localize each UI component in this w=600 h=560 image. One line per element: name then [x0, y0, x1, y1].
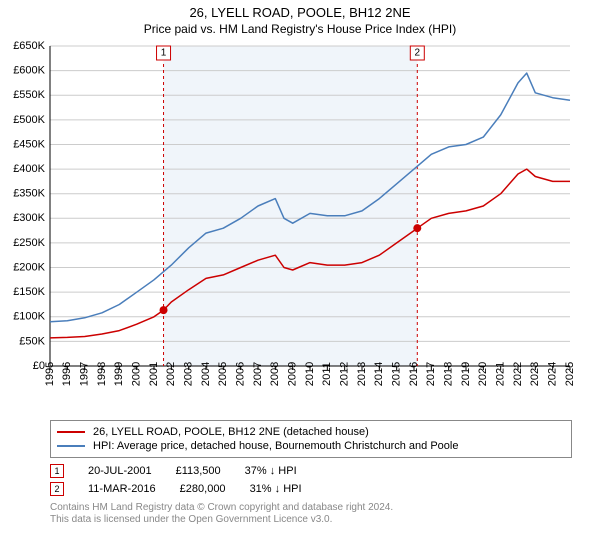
legend-row: 26, LYELL ROAD, POOLE, BH12 2NE (detache… [57, 425, 565, 439]
sales-table: 1 20-JUL-2001 £113,500 37% ↓ HPI 2 11-MA… [50, 462, 572, 498]
svg-text:£100K: £100K [13, 311, 45, 323]
svg-text:2001: 2001 [148, 362, 160, 386]
svg-text:2024: 2024 [547, 362, 559, 386]
svg-text:2003: 2003 [183, 362, 195, 386]
svg-text:£650K: £650K [13, 40, 45, 52]
chart-title: 26, LYELL ROAD, POOLE, BH12 2NE [0, 0, 600, 20]
svg-text:2018: 2018 [443, 362, 455, 386]
svg-text:£50K: £50K [19, 335, 45, 347]
price-chart: £0£50K£100K£150K£200K£250K£300K£350K£400… [0, 36, 580, 416]
svg-text:2014: 2014 [373, 362, 385, 386]
legend-swatch [57, 445, 85, 447]
svg-text:2006: 2006 [235, 362, 247, 386]
svg-text:£600K: £600K [13, 65, 45, 77]
svg-text:£550K: £550K [13, 89, 45, 101]
svg-text:£150K: £150K [13, 286, 45, 298]
event-date: 11-MAR-2016 [88, 480, 156, 498]
svg-text:£450K: £450K [13, 138, 45, 150]
svg-text:1: 1 [161, 48, 167, 59]
event-marker-icon: 1 [50, 464, 64, 478]
svg-text:2: 2 [415, 48, 421, 59]
svg-text:2019: 2019 [460, 362, 472, 386]
svg-text:£200K: £200K [13, 261, 45, 273]
svg-text:2000: 2000 [131, 362, 143, 386]
svg-text:2016: 2016 [408, 362, 420, 386]
svg-text:2007: 2007 [252, 362, 264, 386]
svg-text:2023: 2023 [529, 362, 541, 386]
svg-text:2022: 2022 [512, 362, 524, 386]
legend-swatch [57, 431, 85, 433]
table-row: 1 20-JUL-2001 £113,500 37% ↓ HPI [50, 462, 572, 480]
svg-text:2013: 2013 [356, 362, 368, 386]
svg-text:2008: 2008 [269, 362, 281, 386]
svg-text:2020: 2020 [477, 362, 489, 386]
event-delta: 31% ↓ HPI [250, 480, 302, 498]
legend: 26, LYELL ROAD, POOLE, BH12 2NE (detache… [50, 420, 572, 458]
event-date: 20-JUL-2001 [88, 462, 152, 480]
svg-text:2005: 2005 [217, 362, 229, 386]
svg-text:2010: 2010 [304, 362, 316, 386]
svg-text:£500K: £500K [13, 114, 45, 126]
chart-subtitle: Price paid vs. HM Land Registry's House … [0, 20, 600, 36]
svg-text:1999: 1999 [113, 362, 125, 386]
table-row: 2 11-MAR-2016 £280,000 31% ↓ HPI [50, 480, 572, 498]
footnote: Contains HM Land Registry data © Crown c… [50, 502, 572, 526]
svg-text:£300K: £300K [13, 212, 45, 224]
svg-text:2025: 2025 [564, 362, 576, 386]
svg-text:2017: 2017 [425, 362, 437, 386]
svg-text:2021: 2021 [495, 362, 507, 386]
event-price: £113,500 [176, 462, 221, 480]
svg-text:2004: 2004 [200, 362, 212, 386]
legend-label: 26, LYELL ROAD, POOLE, BH12 2NE (detache… [93, 425, 369, 439]
legend-label: HPI: Average price, detached house, Bour… [93, 439, 458, 453]
svg-text:£250K: £250K [13, 237, 45, 249]
svg-text:2002: 2002 [165, 362, 177, 386]
event-price: £280,000 [180, 480, 226, 498]
svg-text:£400K: £400K [13, 163, 45, 175]
event-marker-icon: 2 [50, 482, 64, 496]
svg-text:£350K: £350K [13, 188, 45, 200]
svg-text:2015: 2015 [391, 362, 403, 386]
svg-text:2009: 2009 [287, 362, 299, 386]
svg-text:1998: 1998 [96, 362, 108, 386]
legend-row: HPI: Average price, detached house, Bour… [57, 439, 565, 453]
svg-text:2012: 2012 [339, 362, 351, 386]
svg-text:1997: 1997 [79, 362, 91, 386]
svg-text:1996: 1996 [61, 362, 73, 386]
event-delta: 37% ↓ HPI [245, 462, 297, 480]
